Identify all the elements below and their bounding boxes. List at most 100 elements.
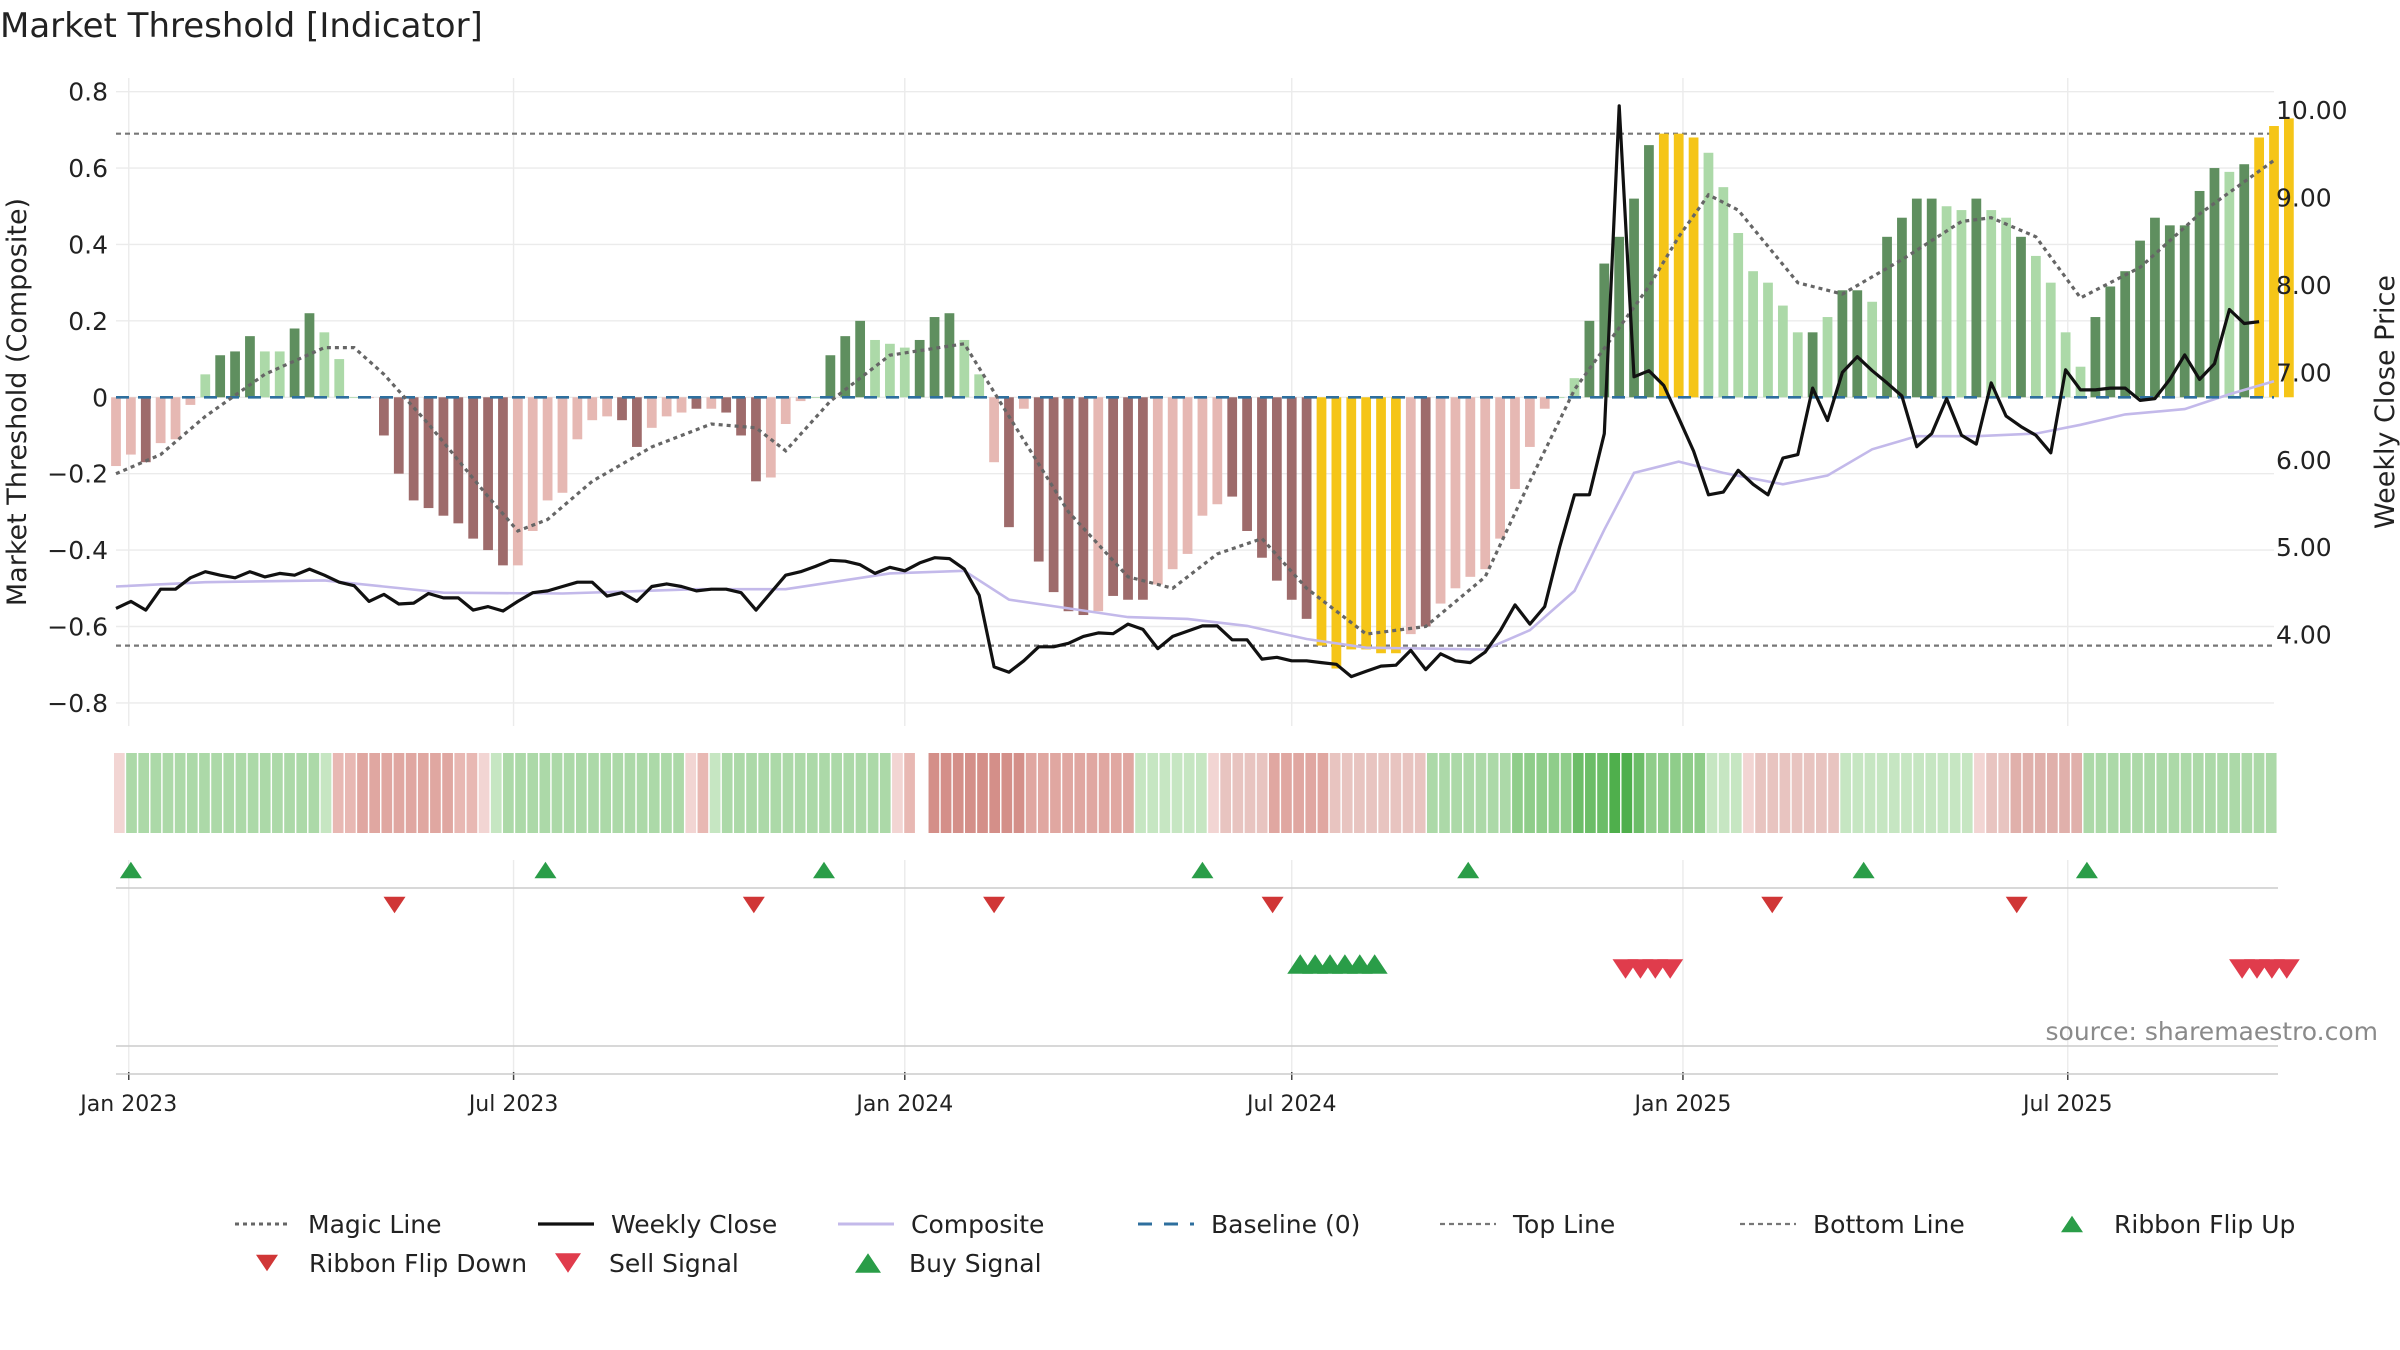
composite-bar: [1227, 397, 1238, 497]
composite-bar: [1614, 236, 1625, 398]
composite-bar: [1986, 210, 1997, 398]
ribbon-flip-up-markers: [119, 861, 2098, 879]
composite-bar: [914, 339, 925, 398]
ribbon-cell: [1293, 753, 1304, 833]
legend-item-magic: Magic Line: [235, 1210, 442, 1239]
left-tick-label: 0.6: [68, 154, 108, 183]
ribbon-cell: [1585, 753, 1596, 833]
chart-title: Market Threshold [Indicator]: [0, 6, 483, 46]
ribbon-flip-down-marker: [983, 896, 1006, 914]
buy-signal-marker: [1361, 954, 1388, 974]
ribbon-cell: [2119, 753, 2131, 833]
composite-bar: [899, 347, 910, 398]
ribbon-cell: [490, 753, 502, 833]
composite-bar: [1584, 320, 1595, 398]
ribbon-cell: [2265, 753, 2277, 833]
ribbon-cell: [867, 753, 879, 833]
ribbon-cell: [734, 753, 745, 833]
composite-bar: [438, 397, 449, 516]
left-tick-label: 0.2: [68, 307, 108, 336]
ribbon-cell: [563, 753, 575, 833]
composite-bar: [1093, 397, 1104, 612]
composite-bar: [780, 397, 791, 425]
composite-bar: [2209, 168, 2220, 398]
ribbon-cell: [709, 753, 721, 833]
composite-bar: [1852, 290, 1863, 398]
ribbon-cell: [1913, 753, 1924, 833]
composite-bar: [765, 397, 776, 478]
composite-bar: [929, 317, 940, 398]
composite-bar: [602, 397, 613, 417]
ribbon-cell: [1633, 753, 1645, 833]
right-tick-label: 9.00: [2276, 184, 2332, 213]
composite-bar: [676, 397, 687, 413]
composite-bar: [1271, 397, 1282, 581]
ribbon-cell: [1901, 753, 1912, 833]
composite-bar: [1763, 282, 1773, 398]
composite-bar: [1286, 397, 1297, 600]
composite-bar: [751, 397, 761, 482]
ribbon-cell: [357, 753, 368, 833]
composite-bar: [542, 397, 553, 501]
ribbon-cell: [296, 753, 308, 833]
composite-bar: [259, 351, 270, 398]
composite-bar: [408, 397, 419, 501]
composite-bar: [1004, 397, 1014, 528]
buy-signal-markers: [1287, 954, 1388, 974]
composite-bar: [498, 397, 508, 566]
legend-item-sell: Sell Signal: [555, 1249, 739, 1278]
composite-bar: [1510, 397, 1520, 489]
ribbon-cell: [1037, 753, 1049, 833]
x-tick-label: Jul 2025: [2021, 1092, 2113, 1117]
composite-bar: [1524, 397, 1535, 447]
composite-bar: [185, 397, 196, 405]
composite-bar: [1926, 198, 1937, 398]
ribbon-flip-up-marker: [534, 861, 557, 879]
signal-panels: [116, 887, 2278, 1047]
legend-label: Sell Signal: [609, 1249, 739, 1278]
composite-bar: [1882, 236, 1892, 398]
ribbon-cell: [186, 753, 198, 833]
ribbon-cell: [1974, 753, 1985, 833]
composite-bar: [1242, 397, 1252, 531]
ribbon-cell: [539, 753, 551, 833]
ribbon-cell: [1961, 753, 1973, 833]
ribbon-flip-up-marker: [1191, 861, 1214, 879]
right-tick-label: 7.00: [2276, 358, 2332, 387]
ribbon-cell: [1937, 753, 1949, 833]
ribbon-cell: [1378, 753, 1390, 833]
composite-bar: [721, 397, 732, 413]
composite-bar: [1361, 397, 1372, 650]
ribbon-flip-up-marker: [119, 861, 142, 879]
ribbon-cell: [2034, 753, 2046, 833]
ribbon-cell: [1123, 753, 1134, 833]
left-tick-label: −0.6: [47, 612, 108, 641]
composite-bar: [1599, 263, 1610, 398]
composite-bar: [1837, 290, 1848, 398]
composite-bar: [1867, 301, 1878, 398]
composite-bar: [393, 397, 404, 474]
x-tick-label: Jan 2024: [854, 1092, 953, 1117]
ribbon-cell: [1986, 753, 1997, 833]
legend-label: Top Line: [1512, 1210, 1615, 1239]
ribbon-cell: [2022, 753, 2034, 833]
right-tick-label: 4.00: [2276, 621, 2332, 650]
ribbon-cell: [588, 753, 599, 833]
composite-bar: [2135, 240, 2145, 398]
composite-bars: [111, 118, 2294, 669]
ribbon-cell: [1268, 753, 1280, 833]
ribbon-cell: [1354, 753, 1365, 833]
composite-bar: [126, 397, 136, 455]
ribbon-flip-up-marker: [1457, 861, 1480, 879]
composite-bar: [1063, 397, 1074, 612]
ribbon-cell: [1475, 753, 1487, 833]
ribbon-cell: [1256, 753, 1268, 833]
ribbon-cell: [478, 753, 490, 833]
ribbon-cell: [1816, 753, 1827, 833]
ribbon-cell: [1779, 753, 1791, 833]
ribbon-flip-down-marker: [383, 896, 406, 914]
legend-item-bottom: Bottom Line: [1740, 1210, 1965, 1239]
ribbon-cell: [442, 753, 453, 833]
ribbon-cell: [454, 753, 466, 833]
